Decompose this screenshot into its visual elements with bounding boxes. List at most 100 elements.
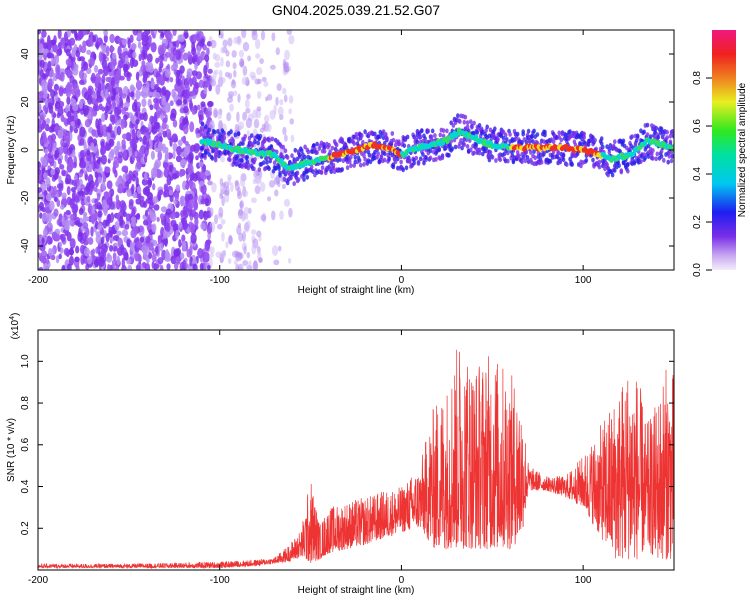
heatmap-cell (525, 155, 530, 160)
heatmap-cell (143, 153, 148, 164)
heatmap-cell (254, 185, 261, 195)
heatmap-cell (194, 217, 199, 227)
heatmap-cell (145, 81, 150, 93)
heatmap-cell (226, 111, 232, 122)
heatmap-cell (158, 135, 163, 143)
heatmap-cell (263, 138, 267, 144)
heatmap-cell (259, 58, 264, 65)
heatmap-cell (209, 75, 214, 86)
heatmap-cell (218, 69, 223, 79)
heatmap-cell (241, 153, 245, 159)
heatmap-cell (349, 163, 353, 169)
heatmap-cell (98, 51, 103, 62)
heatmap-cell (361, 139, 365, 145)
heatmap-cell (227, 174, 232, 181)
colorbar-tick-label: 0.0 (692, 263, 703, 277)
heatmap-cell (255, 177, 262, 185)
heatmap-cell (50, 58, 55, 66)
heatmap-cell (109, 46, 115, 52)
heatmap-cell (145, 235, 151, 244)
y-tick-label: 0.2 (20, 521, 31, 535)
heatmap-cell (117, 151, 123, 159)
heatmap-cell (131, 137, 137, 148)
heatmap-cell (266, 93, 273, 101)
heatmap-cell (402, 143, 407, 149)
heatmap-cell (422, 160, 426, 166)
heatmap-cell (175, 49, 182, 61)
heatmap-cell (179, 65, 185, 74)
heatmap-cell (108, 138, 115, 147)
heatmap-cell (568, 129, 572, 135)
heatmap-cell (456, 113, 460, 119)
heatmap-cell (123, 70, 130, 78)
heatmap-cell (44, 148, 49, 156)
heatmap-cell (97, 68, 104, 75)
x-tick-label: -100 (210, 275, 230, 286)
heatmap-cell (86, 149, 90, 156)
heatmap-cell (208, 84, 212, 92)
heatmap-cell (190, 233, 197, 244)
heatmap-cell (470, 124, 474, 130)
heatmap-cell (149, 104, 154, 111)
heatmap-cell (242, 259, 249, 267)
heatmap-cell (183, 124, 189, 135)
heatmap-cell (391, 162, 396, 168)
heatmap-cell (485, 124, 490, 130)
heatmap-cell (357, 158, 362, 163)
heatmap-cell (153, 122, 160, 130)
heatmap-cell (481, 151, 485, 157)
heatmap-cell (654, 156, 658, 162)
heatmap-cell (462, 142, 467, 148)
heatmap-cell (86, 49, 92, 55)
heatmap-cell (651, 156, 655, 161)
heatmap-cell (116, 97, 120, 106)
heatmap-cell (111, 76, 116, 88)
heatmap-cell (258, 257, 263, 263)
heatmap-cell (187, 51, 192, 58)
heatmap-cell (87, 37, 94, 47)
heatmap-cell (82, 232, 87, 242)
heatmap-cell (139, 236, 145, 243)
heatmap-cell (203, 86, 208, 95)
heatmap-cell (293, 159, 298, 165)
heatmap-cell (129, 123, 134, 129)
heatmap-cell (258, 133, 263, 139)
heatmap-cell (96, 76, 103, 83)
heatmap-cell (141, 244, 148, 254)
heatmap-cell (253, 139, 257, 145)
heatmap-cell (109, 33, 115, 44)
heatmap-cell (172, 119, 178, 128)
heatmap-cell (352, 141, 357, 147)
heatmap-cell (88, 163, 93, 173)
heatmap-cell (202, 164, 206, 171)
heatmap-cell (219, 251, 226, 259)
heatmap-cell (127, 53, 134, 59)
heatmap-cell (521, 129, 525, 135)
heatmap-cell (423, 136, 427, 142)
heatmap-cell (401, 167, 406, 173)
heatmap-cell (418, 156, 423, 162)
heatmap-cell (506, 150, 510, 156)
heatmap-cell (441, 128, 446, 134)
heatmap-cell (200, 101, 206, 107)
heatmap-cell (57, 158, 62, 165)
heatmap-cell (156, 216, 160, 223)
heatmap-cell (50, 89, 56, 99)
heatmap-cell (256, 67, 263, 76)
heatmap-cell (277, 106, 284, 117)
heatmap-cell (47, 143, 53, 153)
heatmap-cell (187, 193, 193, 201)
heatmap-cell (659, 148, 664, 154)
heatmap-cell (78, 44, 82, 53)
heatmap-cell (249, 133, 254, 139)
heatmap-cell (254, 38, 261, 50)
y-tick-label: -20 (20, 190, 31, 205)
heatmap-cell (106, 263, 111, 270)
heatmap-cell (56, 199, 61, 208)
heatmap-cell (271, 245, 279, 257)
snr-panel: -200 -100 0 100 0.2 0.4 0.6 0.8 1.0 Height of s… (6, 313, 675, 596)
heatmap-cell (362, 162, 366, 167)
heatmap-cell (241, 212, 247, 221)
heatmap-cell (100, 236, 105, 245)
heatmap-cell (279, 210, 284, 220)
